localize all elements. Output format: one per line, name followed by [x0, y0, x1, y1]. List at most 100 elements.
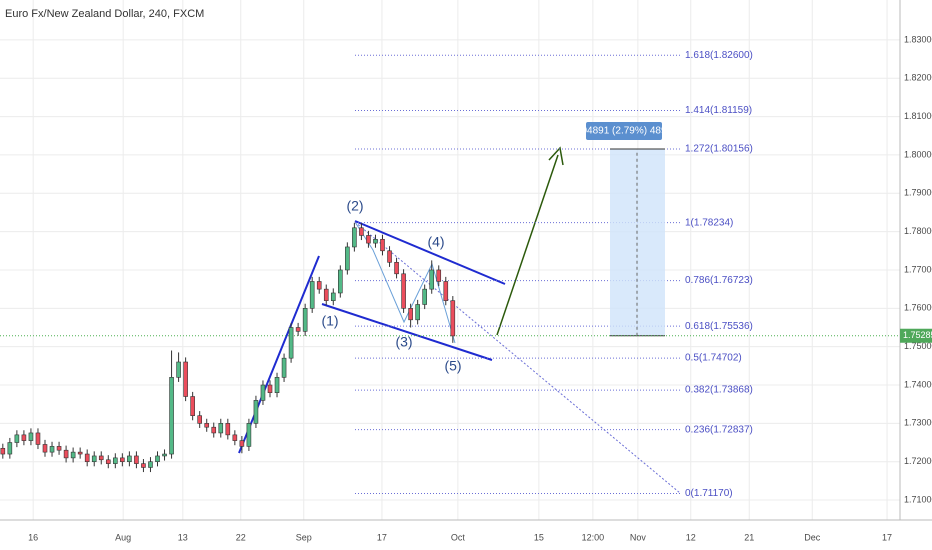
trendline: [238, 255, 320, 454]
candle-body: [225, 423, 231, 436]
y-tick-label: 1.73000: [904, 418, 932, 428]
candle-body: [330, 292, 336, 301]
x-tick-label: 17: [377, 532, 387, 542]
candle-body: [295, 327, 301, 332]
wave-label: (2): [346, 198, 363, 214]
candle-body: [84, 453, 90, 463]
candle-body: [436, 269, 442, 282]
candle-body: [345, 246, 350, 271]
candle-body: [401, 273, 406, 309]
wave-label: (4): [427, 234, 444, 250]
candle-body: [288, 327, 294, 359]
candle-body: [352, 227, 357, 248]
candle-body: [302, 308, 308, 332]
candle-body: [253, 400, 259, 424]
candle-body: [49, 446, 55, 453]
arrow-head: [548, 146, 564, 166]
candle-body: [98, 455, 104, 461]
candle-body: [415, 304, 420, 321]
candle-body: [239, 440, 245, 447]
candle-body: [338, 269, 343, 294]
candle-body: [373, 238, 378, 244]
candle-body: [394, 262, 399, 275]
candle-body: [134, 455, 139, 464]
y-tick-label: 1.77000: [904, 264, 932, 274]
candle-body: [204, 423, 210, 428]
candle-body: [63, 449, 69, 459]
candle-body: [70, 451, 76, 459]
candle-body: [183, 361, 188, 397]
y-tick-label: 1.72000: [904, 456, 932, 466]
candle-body: [197, 415, 202, 424]
x-tick-label: 12: [686, 532, 696, 542]
candle-body: [56, 446, 62, 451]
x-tick-label: 12:00: [582, 532, 605, 542]
candle-body: [120, 457, 125, 463]
fib-label: 1.414(1.81159): [685, 105, 752, 116]
x-tick-label: 21: [744, 532, 754, 542]
candle-body: [323, 288, 329, 301]
candle-body: [127, 455, 132, 463]
fib-label: 0(1.71170): [685, 488, 733, 499]
candle-body: [443, 281, 449, 301]
y-tick-label: 1.74000: [904, 379, 932, 389]
x-tick-label: 16: [28, 532, 38, 542]
candle-body: [113, 457, 118, 464]
x-tick-label: 15: [534, 532, 544, 542]
x-tick-label: Sep: [296, 532, 312, 542]
candle-body: [359, 227, 364, 236]
fib-label: 0.382(1.73868): [685, 385, 753, 396]
y-tick-label: 1.78000: [904, 226, 932, 236]
candle-body: [176, 361, 181, 378]
x-tick-label: 22: [236, 532, 246, 542]
fib-label: 0.236(1.72837): [685, 424, 753, 435]
candle-body: [422, 288, 427, 305]
candle-body: [169, 377, 174, 455]
candle-body: [148, 461, 153, 468]
y-tick-label: 1.81000: [904, 111, 932, 121]
y-tick-label: 1.83000: [904, 34, 932, 44]
candle-body: [380, 238, 385, 252]
x-tick-label: Nov: [630, 532, 647, 542]
candle-body: [260, 384, 266, 401]
wave-label: (5): [444, 358, 461, 374]
candle-body: [190, 396, 195, 416]
x-tick-label: Aug: [115, 532, 131, 542]
candle-body: [162, 453, 167, 457]
fib-label: 0.618(1.75536): [685, 321, 753, 332]
candle-body: [408, 308, 413, 321]
chart-title: Euro Fx/New Zealand Dollar, 240, FXCM: [5, 8, 204, 20]
fib-trend: [354, 221, 681, 494]
candle-body: [274, 377, 280, 393]
fib-label: 1.272(1.80156): [685, 144, 753, 155]
y-tick-label: 1.79000: [904, 188, 932, 198]
candle-body: [91, 455, 97, 463]
y-tick-label: 1.75000: [904, 341, 932, 351]
candle-body: [211, 426, 217, 434]
candle-body: [267, 384, 273, 393]
candle-body: [14, 434, 20, 443]
x-tick-label: Dec: [804, 532, 821, 542]
candle-body: [105, 459, 111, 464]
candle-body: [450, 300, 456, 337]
y-tick-label: 1.80000: [904, 149, 932, 159]
candle-body: [42, 444, 48, 453]
candle-body: [7, 442, 13, 455]
y-tick-label: 1.71000: [904, 494, 932, 504]
fib-label: 0.5(1.74702): [685, 353, 742, 364]
candle-body: [246, 423, 252, 447]
measure-label: 0.04891 (2.79%) 489.1: [573, 126, 675, 137]
candle-body: [366, 235, 371, 244]
x-tick-label: 13: [178, 532, 188, 542]
y-tick-label: 1.82000: [904, 73, 932, 83]
y-tick-label: 1.76000: [904, 303, 932, 313]
target-arrow: [496, 154, 559, 336]
candle-body: [28, 432, 34, 441]
fib-label: 1(1.78234): [685, 217, 733, 228]
last-price-label: 1.75285: [903, 330, 932, 340]
fib-label: 0.786(1.76723): [685, 275, 753, 286]
candle-body: [0, 447, 6, 455]
channel-lower: [321, 303, 493, 361]
candle-body: [232, 434, 238, 441]
